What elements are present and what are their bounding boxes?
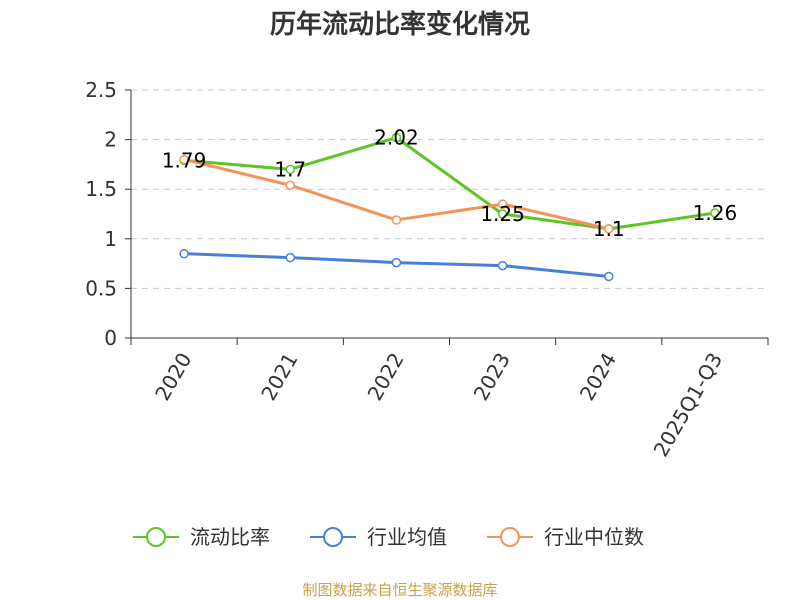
- y-tick-label: 0: [104, 326, 117, 350]
- legend-marker: [146, 527, 166, 547]
- series-line-1: [183, 136, 716, 231]
- series-point-1: [710, 208, 720, 218]
- legend-label: 行业中位数: [544, 525, 644, 549]
- series-point-1: [285, 164, 295, 175]
- series-point-3: [179, 154, 189, 165]
- source-note: 制图数据来自恒生聚源数据库: [302, 581, 497, 599]
- legend-item-3[interactable]: 行业中位数: [487, 525, 644, 549]
- data-label: 1.26: [693, 201, 738, 225]
- legend-marker: [323, 527, 343, 547]
- y-tick-label: 0.5: [85, 276, 117, 300]
- series-point-1: [391, 132, 402, 143]
- legend-label: 流动比率: [190, 525, 270, 549]
- x-tick-label: 2025Q1-Q3: [649, 349, 728, 461]
- series-point-3: [497, 199, 508, 209]
- series-point-2: [391, 257, 402, 268]
- legend[interactable]: 流动比率 行业均值 行业中位数: [133, 525, 644, 549]
- series-point-1: [497, 209, 508, 219]
- data-label: 1.1: [593, 217, 625, 241]
- legend-item-1[interactable]: 流动比率: [133, 525, 270, 549]
- series-point-2: [179, 248, 189, 259]
- x-tick-label: 2020: [150, 349, 196, 405]
- data-label: 2.02: [374, 126, 419, 150]
- series-point-3: [391, 215, 402, 225]
- series-point-2: [285, 252, 295, 263]
- series-point-2: [497, 260, 508, 271]
- data-label: 1.25: [480, 202, 525, 226]
- x-tick-label: 2023: [469, 349, 515, 405]
- x-tick-label: 2021: [256, 349, 302, 405]
- series-point-2: [604, 271, 614, 282]
- series-layer: [179, 132, 720, 282]
- legend-marker: [500, 527, 520, 547]
- grid: [131, 89, 768, 289]
- axes: 0 0.5 1 1.5 2 2.5 2020 2021 2022 2023 2024 2025Q1-Q…: [85, 78, 769, 461]
- y-tick-label: 1: [104, 227, 117, 251]
- series-point-3: [285, 180, 295, 190]
- x-tick-label: 2024: [575, 349, 621, 405]
- legend-label: 行业均值: [367, 525, 447, 549]
- y-tick-label: 2: [104, 128, 117, 152]
- x-tick-label: 2022: [363, 349, 409, 405]
- y-tick-label: 1.5: [85, 177, 117, 201]
- legend-item-2[interactable]: 行业均值: [310, 525, 447, 549]
- data-label: 1.7: [274, 157, 306, 181]
- series-point-3: [604, 224, 614, 234]
- y-tick-label: 2.5: [85, 78, 117, 102]
- data-label: 1.79: [162, 148, 207, 172]
- data-labels: 1.79 1.7 2.02 1.25 1.1 1.26: [162, 126, 737, 241]
- chart-title: 历年流动比率变化情况: [270, 9, 530, 40]
